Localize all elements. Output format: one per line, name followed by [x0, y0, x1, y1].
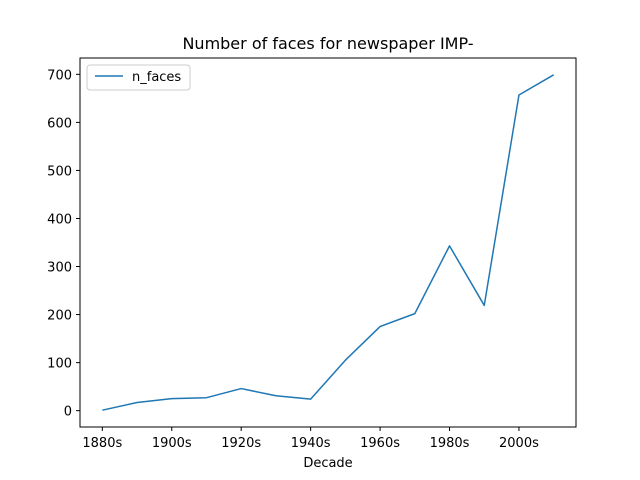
y-tick-label: 100: [47, 357, 72, 372]
y-tick-label: 700: [47, 68, 72, 83]
legend-label: n_faces: [132, 70, 181, 85]
x-tick-label: 1900s: [152, 436, 192, 451]
y-tick-label: 500: [47, 164, 72, 179]
legend: n_faces: [86, 64, 191, 91]
plot-frame: [79, 57, 577, 428]
chart-title: Number of faces for newspaper IMP-: [182, 34, 473, 53]
x-tick-label: 1920s: [221, 436, 261, 451]
y-tick-label: 300: [47, 261, 72, 276]
y-tick-label: 200: [47, 309, 72, 324]
x-tick-label: 1960s: [360, 436, 400, 451]
x-axis: 1880s 1900s 1920s 1940s 1960s 1980s 2000s: [82, 427, 539, 451]
y-tick-label: 600: [47, 116, 72, 131]
legend-box: [86, 64, 191, 91]
y-tick-label: 0: [64, 405, 72, 420]
plot-area: [102, 74, 555, 411]
y-axis: 0 100 200 300 400 500 600 700: [47, 68, 80, 420]
x-tick-label: 2000s: [499, 436, 539, 451]
series-line-n_faces: [102, 74, 555, 411]
x-tick-label: 1940s: [291, 436, 331, 451]
x-tick-label: 1980s: [430, 436, 470, 451]
y-tick-label: 400: [47, 212, 72, 227]
x-tick-label: 1880s: [82, 436, 122, 451]
x-axis-label: Decade: [303, 456, 352, 471]
